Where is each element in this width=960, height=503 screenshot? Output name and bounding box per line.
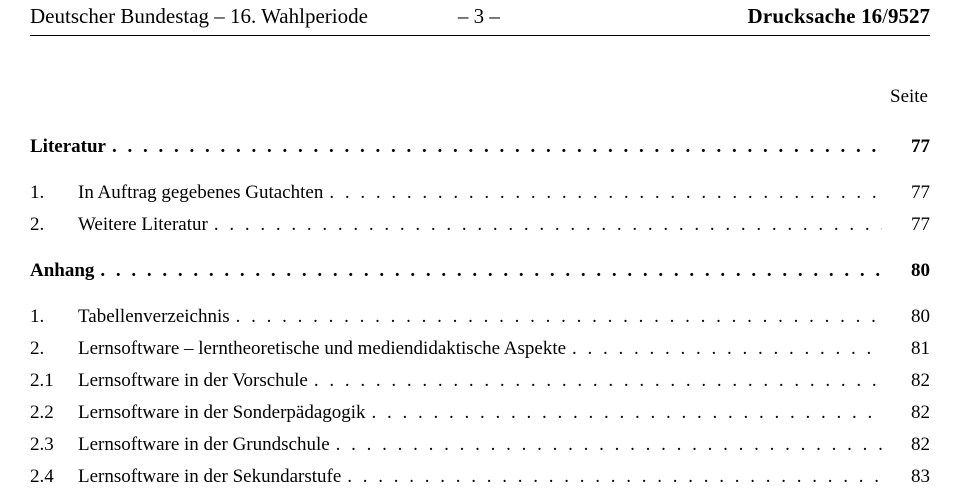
toc-page: 81 <box>882 338 930 360</box>
document-number: 16/9527 <box>861 4 930 28</box>
toc-label-text: Weitere Literatur <box>78 214 214 235</box>
toc-dot-leader: . . . . . . . . . . . . . . . . . . . . … <box>112 136 882 157</box>
toc-number: 2.4 <box>30 466 78 488</box>
toc-page: 82 <box>882 370 930 392</box>
toc-page: 80 <box>882 260 930 282</box>
toc-label: Lernsoftware in der Vorschule. . . . . .… <box>78 370 882 392</box>
toc-label: Lernsoftware in der Sekundarstufe. . . .… <box>78 466 882 488</box>
toc-label-text: Lernsoftware – lerntheoretische und medi… <box>78 338 572 359</box>
header: Deutscher Bundestag – 16. Wahlperiode – … <box>30 4 930 33</box>
toc-number: 2.3 <box>30 434 78 456</box>
toc-dot-leader: . . . . . . . . . . . . . . . . . . . . … <box>372 402 882 423</box>
toc-dot-leader: . . . . . . . . . . . . . . . . . . . . … <box>314 370 882 391</box>
toc-page: 77 <box>882 182 930 204</box>
toc-row: 2.2Lernsoftware in der Sonderpädagogik. … <box>30 402 930 424</box>
toc-row: 2.1Lernsoftware in der Vorschule. . . . … <box>30 370 930 392</box>
toc-row: 2.Lernsoftware – lerntheoretische und me… <box>30 338 930 360</box>
toc-dot-leader: . . . . . . . . . . . . . . . . . . . . … <box>336 434 882 455</box>
header-left: Deutscher Bundestag – 16. Wahlperiode <box>30 4 368 29</box>
toc-row: Literatur. . . . . . . . . . . . . . . .… <box>30 136 930 158</box>
toc-dot-leader: . . . . . . . . . . . . . . . . . . . . … <box>214 214 882 235</box>
header-right: Drucksache 16/9527 <box>748 4 930 29</box>
toc-label-text: Lernsoftware in der Sonderpädagogik <box>78 402 372 423</box>
toc-page: 77 <box>882 136 930 158</box>
toc-number: 1. <box>30 306 78 328</box>
toc-label: Lernsoftware in der Sonderpädagogik. . .… <box>78 402 882 424</box>
toc-label: In Auftrag gegebenes Gutachten. . . . . … <box>78 182 882 204</box>
drucksache-label: Drucksache <box>748 4 862 28</box>
toc-number: 2. <box>30 214 78 236</box>
seite-heading: Seite <box>30 86 930 108</box>
toc-page: 83 <box>882 466 930 488</box>
toc-label-text: Lernsoftware in der Sekundarstufe <box>78 466 347 487</box>
toc-label: Literatur. . . . . . . . . . . . . . . .… <box>30 136 882 158</box>
toc-dot-leader: . . . . . . . . . . . . . . . . . . . . … <box>236 306 882 327</box>
toc-label: Lernsoftware – lerntheoretische und medi… <box>78 338 882 360</box>
toc-dot-leader: . . . . . . . . . . . . . . . . . . . . … <box>329 182 882 203</box>
toc-row: 2.3Lernsoftware in der Grundschule. . . … <box>30 434 930 456</box>
toc-dot-leader: . . . . . . . . . . . . . . . . . . . . … <box>572 338 882 359</box>
toc-label-text: Lernsoftware in der Grundschule <box>78 434 336 455</box>
docno-rest: 9527 <box>888 4 930 28</box>
toc-label-text: In Auftrag gegebenes Gutachten <box>78 182 329 203</box>
toc-label-text: Lernsoftware in der Vorschule <box>78 370 314 391</box>
toc-number: 2.1 <box>30 370 78 392</box>
toc-row: 2.Weitere Literatur. . . . . . . . . . .… <box>30 214 930 236</box>
toc-number: 2.2 <box>30 402 78 424</box>
table-of-contents: Literatur. . . . . . . . . . . . . . . .… <box>30 136 930 503</box>
toc-row: 2.4Lernsoftware in der Sekundarstufe. . … <box>30 466 930 488</box>
toc-label: Anhang. . . . . . . . . . . . . . . . . … <box>30 260 882 282</box>
docno-prefix: 16 <box>861 4 882 28</box>
toc-page: 80 <box>882 306 930 328</box>
toc-label-text: Tabellenverzeichnis <box>78 306 236 327</box>
toc-page: 82 <box>882 434 930 456</box>
toc-dot-leader: . . . . . . . . . . . . . . . . . . . . … <box>100 260 882 281</box>
toc-label: Tabellenverzeichnis. . . . . . . . . . .… <box>78 306 882 328</box>
page: Deutscher Bundestag – 16. Wahlperiode – … <box>0 0 960 503</box>
toc-label: Lernsoftware in der Grundschule. . . . .… <box>78 434 882 456</box>
toc-number: 2. <box>30 338 78 360</box>
toc-label: Weitere Literatur. . . . . . . . . . . .… <box>78 214 882 236</box>
toc-number: 1. <box>30 182 78 204</box>
toc-row: 1.Tabellenverzeichnis. . . . . . . . . .… <box>30 306 930 328</box>
toc-row: Anhang. . . . . . . . . . . . . . . . . … <box>30 260 930 282</box>
toc-page: 77 <box>882 214 930 236</box>
toc-label-text: Anhang <box>30 260 100 281</box>
toc-row: 1.In Auftrag gegebenes Gutachten. . . . … <box>30 182 930 204</box>
toc-dot-leader: . . . . . . . . . . . . . . . . . . . . … <box>347 466 882 487</box>
header-page-number: – 3 – <box>368 4 748 29</box>
toc-page: 82 <box>882 402 930 424</box>
toc-label-text: Literatur <box>30 136 112 157</box>
header-rule <box>30 35 930 36</box>
